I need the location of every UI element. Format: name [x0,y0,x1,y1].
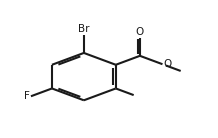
Text: O: O [164,59,172,69]
Text: Br: Br [78,24,90,34]
Text: F: F [24,91,29,101]
Text: O: O [136,27,144,37]
